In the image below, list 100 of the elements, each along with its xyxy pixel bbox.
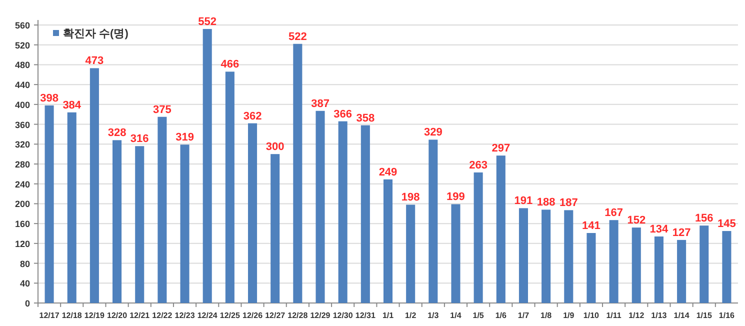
x-tick-label: 12/25 [220,311,240,320]
bar [632,228,641,303]
data-label: 156 [694,212,714,225]
x-tick-label: 1/7 [518,311,530,320]
data-label: 188 [536,196,556,209]
x-tick-label: 1/11 [606,311,622,320]
y-tick-label: 80 [20,258,30,269]
legend-label: 확진자 수(명) [63,28,129,40]
data-label: 300 [266,141,284,154]
data-label: 466 [220,58,240,71]
x-tick-label: 1/5 [472,311,484,320]
bar [270,154,280,303]
bar [609,220,618,303]
y-tick-label: 520 [14,40,30,50]
bar [360,125,370,303]
bar [654,236,664,303]
y-tick-label: 200 [14,199,30,210]
x-tick-label: 12/31 [355,311,376,320]
y-tick-label: 240 [14,179,30,190]
x-tick-label: 12/23 [174,311,196,320]
data-label: 127 [672,226,691,239]
x-tick-label: 1/6 [495,311,508,320]
bar [406,204,416,303]
data-label: 167 [604,207,623,220]
x-tick-label: 12/28 [288,311,308,320]
bar [67,112,76,303]
data-label: 358 [356,112,375,124]
bar [383,179,393,303]
x-tick-label: 1/10 [583,311,600,320]
bar [518,208,528,303]
bar [316,110,325,303]
bar [180,144,190,303]
data-label: 366 [334,108,352,120]
x-tick-label: 1/12 [628,311,645,320]
x-tick-label: 12/26 [242,311,264,320]
y-tick-label: 120 [14,238,30,249]
bar [202,28,212,303]
x-tick-label: 12/20 [107,311,128,320]
bar [428,140,438,303]
bar [700,226,709,303]
x-tick-label: 12/27 [265,311,286,320]
bar [474,172,483,303]
bar [248,123,258,303]
data-label: 134 [650,223,670,236]
data-label: 473 [85,55,104,68]
data-label: 375 [153,104,172,116]
y-tick-label: 320 [14,140,30,150]
data-label: 387 [311,98,330,110]
x-tick-label: 12/18 [62,311,82,320]
bar [722,231,732,303]
x-tick-label: 1/3 [428,311,440,320]
x-tick-label: 12/30 [332,311,354,320]
data-label: 522 [288,30,307,43]
y-tick-label: 440 [14,80,30,90]
y-tick-label: 280 [14,160,30,170]
data-label: 199 [446,191,465,204]
bar [44,105,54,303]
bar [564,210,574,303]
x-tick-label: 1/15 [696,311,712,320]
data-label: 297 [492,142,510,155]
bar [677,240,686,303]
x-tick-label: 1/1 [382,311,394,320]
x-tick-label: 1/8 [540,311,552,320]
x-tick-label: 1/13 [651,311,668,320]
data-label: 552 [198,16,217,28]
data-label: 187 [559,197,578,210]
x-tick-label: 12/29 [310,311,331,320]
bar [225,72,234,303]
data-label: 384 [62,99,82,112]
data-label: 145 [718,218,736,230]
x-tick-label: 1/2 [405,311,417,320]
x-tick-label: 12/19 [84,311,106,320]
y-tick-label: 0 [24,298,30,308]
bar [293,44,302,303]
data-label: 316 [130,133,149,146]
data-label: 319 [176,132,194,144]
data-label: 328 [108,127,126,140]
x-tick-label: 12/21 [130,311,150,320]
y-tick-label: 560 [14,20,30,30]
data-label: 152 [627,214,646,227]
x-tick-label: 1/4 [450,311,462,320]
data-label: 362 [243,110,262,122]
data-label: 398 [40,92,58,104]
bar [542,210,551,303]
x-tick-label: 1/9 [563,311,575,320]
y-tick-label: 360 [14,120,30,130]
bar [496,156,506,303]
x-tick-label: 12/24 [197,311,218,320]
bar [451,204,460,303]
y-tick-label: 160 [14,219,30,230]
data-label: 141 [582,220,600,232]
bar [158,116,167,303]
bar [90,68,99,303]
bar [586,233,596,303]
bar [112,140,122,303]
x-tick-label: 12/17 [39,311,60,320]
data-label: 198 [401,192,420,204]
data-label: 249 [378,166,398,178]
data-label: 263 [469,159,488,172]
y-tick-label: 400 [14,100,30,110]
